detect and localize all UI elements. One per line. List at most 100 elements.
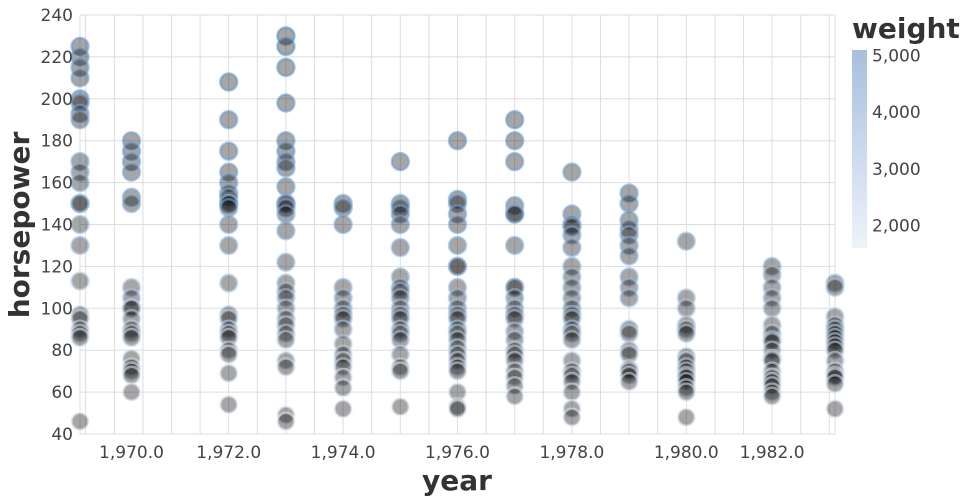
data-point	[276, 151, 296, 172]
y-tick-label: 140	[41, 216, 73, 236]
data-point	[447, 130, 468, 151]
data-point	[218, 344, 239, 365]
data-point	[676, 231, 697, 252]
x-tick-label: 1,970.0	[99, 443, 164, 463]
data-point	[333, 378, 353, 398]
data-point	[70, 235, 90, 256]
data-point	[504, 361, 525, 381]
data-point	[504, 151, 525, 172]
data-point	[70, 193, 90, 214]
data-point	[276, 93, 296, 113]
data-point	[218, 110, 239, 130]
data-point	[70, 110, 90, 130]
data-point	[447, 323, 468, 344]
data-point	[390, 151, 411, 172]
y-tick-label: 40	[51, 425, 73, 445]
x-tick-label: 1,978.0	[539, 443, 604, 463]
data-point	[562, 329, 582, 350]
data-point	[504, 386, 525, 407]
data-point	[121, 193, 142, 214]
legend-tick-label: 3,000	[872, 160, 921, 180]
legend-tick-label: 5,000	[872, 47, 921, 67]
legend-title: weight	[852, 12, 960, 45]
y-tick-label: 200	[41, 90, 73, 110]
data-point	[70, 214, 90, 235]
data-point	[218, 363, 239, 383]
y-axis-ticks: 40 60 80 100 120 140 160 180 200 220 240	[41, 6, 73, 445]
data-point	[276, 411, 296, 432]
data-point	[619, 365, 639, 386]
data-point	[70, 172, 90, 193]
data-point	[447, 256, 468, 277]
data-point	[218, 273, 239, 293]
data-point	[218, 197, 239, 218]
data-point	[619, 193, 639, 214]
data-point	[504, 130, 525, 151]
y-tick-label: 220	[41, 48, 73, 68]
y-tick-label: 60	[51, 383, 73, 403]
data-point	[562, 382, 582, 402]
data-point	[276, 350, 296, 371]
data-point	[276, 252, 296, 272]
data-point	[676, 382, 697, 402]
x-tick-label: 1,982.0	[740, 443, 805, 463]
data-point	[447, 235, 468, 256]
color-legend: weight 2,000 3,000 4,000 5,000	[852, 12, 960, 248]
y-tick-label: 240	[41, 6, 73, 26]
legend-tick-label: 4,000	[872, 103, 921, 123]
data-point	[390, 323, 411, 344]
data-point	[762, 386, 782, 407]
data-point	[276, 204, 296, 224]
data-point	[447, 399, 468, 419]
data-point	[390, 361, 411, 381]
data-point	[390, 329, 411, 350]
legend-ticks: 2,000 3,000 4,000 5,000	[872, 47, 921, 237]
data-point	[276, 357, 296, 377]
x-tick-label: 1,980.0	[654, 443, 719, 463]
data-point	[676, 298, 697, 319]
data-point	[276, 309, 296, 329]
data-point	[218, 214, 239, 235]
data-point	[276, 197, 296, 218]
data-point	[218, 141, 239, 161]
data-point	[390, 237, 411, 258]
data-point	[276, 57, 296, 78]
y-tick-label: 80	[51, 341, 73, 361]
data-point	[619, 323, 639, 344]
data-point	[333, 399, 353, 419]
data-point	[70, 103, 90, 124]
data-point	[825, 399, 845, 419]
data-point	[390, 397, 411, 417]
data-point	[276, 177, 296, 197]
data-point	[825, 373, 845, 394]
data-point	[121, 382, 142, 402]
x-axis-title: year	[422, 464, 492, 497]
data-point	[121, 327, 142, 348]
y-tick-label: 100	[41, 299, 73, 319]
data-point	[333, 319, 353, 339]
data-points	[70, 26, 845, 432]
data-point	[825, 367, 845, 388]
data-point	[504, 204, 525, 224]
data-point	[562, 162, 582, 182]
data-point	[619, 288, 639, 308]
data-point	[676, 323, 697, 344]
data-point	[276, 158, 296, 178]
data-point	[619, 246, 639, 266]
data-point	[70, 271, 90, 291]
data-point	[121, 187, 142, 208]
data-point	[504, 110, 525, 130]
legend-gradient-bar	[852, 50, 867, 248]
data-point	[276, 405, 296, 425]
data-point	[218, 72, 239, 92]
data-point	[447, 214, 468, 235]
data-point	[276, 329, 296, 350]
data-point	[562, 323, 582, 344]
x-axis-ticks: 1,970.0 1,972.0 1,974.0 1,976.0 1,978.0 1,980…	[99, 443, 804, 463]
data-point	[70, 327, 90, 348]
data-point	[218, 235, 239, 256]
data-point	[276, 323, 296, 344]
x-tick-label: 1,972.0	[196, 443, 261, 463]
data-point	[333, 214, 353, 235]
data-point	[218, 394, 239, 415]
